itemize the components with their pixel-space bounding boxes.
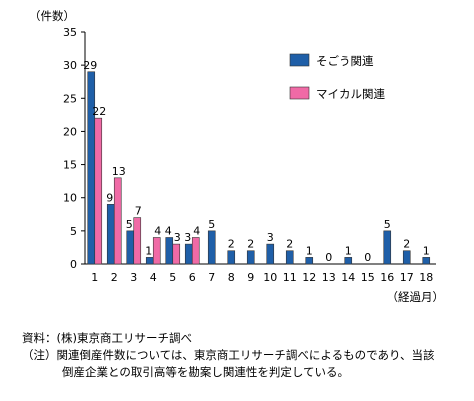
data-label-sogo: 4 (165, 224, 172, 237)
bar-sogo (266, 243, 275, 265)
data-label-sogo: 5 (126, 218, 133, 231)
data-label-sogo: 5 (384, 218, 391, 231)
data-label-sogo: 3 (184, 231, 191, 244)
x-tick-label: 4 (150, 271, 157, 284)
data-label-sogo: 29 (83, 59, 97, 72)
data-label-sogo: 5 (208, 218, 215, 231)
x-tick-label: 14 (341, 271, 355, 284)
bar-sogo (402, 250, 411, 265)
note-line-2: 倒産企業との取引高等を勘案し関連性を判定している。 (62, 365, 350, 379)
bar-sogo (305, 257, 314, 265)
bar-sogo (126, 230, 135, 265)
y-tick-label: 35 (63, 26, 77, 39)
data-label-mycal: 4 (193, 224, 200, 237)
data-label-mycal: 4 (154, 224, 161, 237)
data-label-sogo: 2 (247, 238, 254, 251)
bar-sogo (165, 237, 174, 265)
bar-sogo (207, 230, 216, 265)
data-label-sogo: 3 (267, 231, 274, 244)
bar-sogo (184, 243, 193, 265)
bar-mycal (94, 117, 103, 265)
bar-sogo (227, 250, 236, 265)
x-tick-label: 3 (130, 271, 137, 284)
bar-mycal (113, 177, 122, 265)
data-label-sogo: 1 (345, 244, 352, 257)
data-label-mycal: 7 (135, 205, 142, 218)
y-tick-label: 10 (63, 192, 77, 205)
data-label-sogo: 9 (106, 191, 113, 204)
data-label-sogo: 0 (364, 251, 371, 264)
bar-sogo (285, 250, 294, 265)
y-tick-label: 15 (63, 159, 77, 172)
bar-mycal (152, 237, 161, 265)
data-label-mycal: 22 (92, 105, 106, 118)
x-tick-label: 5 (169, 271, 176, 284)
x-tick-label: 10 (263, 271, 277, 284)
data-label-sogo: 1 (306, 244, 313, 257)
data-label-sogo: 2 (228, 238, 235, 251)
data-label-sogo: 0 (325, 251, 332, 264)
y-tick-label: 20 (63, 125, 77, 138)
notes-block: 資料：(株)東京商工リサーチ調べ （注）関連倒産件数については、東京商工リサーチ… (22, 330, 435, 381)
x-tick-label: 17 (400, 271, 414, 284)
bar-mycal (172, 243, 181, 265)
y-tick-label: 30 (63, 59, 77, 72)
x-tick-label: 1 (91, 271, 98, 284)
note-line-1: （注）関連倒産件数については、東京商工リサーチ調べによるものであり、当該 (22, 348, 435, 362)
bar-sogo (422, 257, 431, 265)
x-tick-label: 18 (419, 271, 433, 284)
data-label-sogo: 1 (423, 244, 430, 257)
bar-mycal (133, 217, 142, 265)
x-tick-label: 11 (283, 271, 297, 284)
data-label-sogo: 1 (145, 244, 152, 257)
x-tick-label: 8 (228, 271, 235, 284)
y-axis-label: （件数） (29, 9, 75, 23)
bar-sogo (145, 257, 154, 265)
x-tick-label: 7 (208, 271, 215, 284)
x-tick-label: 9 (247, 271, 254, 284)
bar-sogo (106, 204, 115, 265)
source-note: 資料：(株)東京商工リサーチ調べ (22, 331, 192, 345)
y-tick-label: 0 (70, 258, 77, 271)
bar-sogo (344, 257, 353, 265)
legend-swatch (289, 86, 310, 100)
bar-sogo (87, 71, 96, 265)
x-tick-label: 12 (302, 271, 316, 284)
data-label-sogo: 2 (403, 238, 410, 251)
legend-label: そごう関連 (316, 54, 374, 68)
y-tick-label: 5 (70, 225, 77, 238)
x-tick-label: 13 (322, 271, 336, 284)
legend-swatch (289, 53, 310, 67)
bar-sogo (246, 250, 255, 265)
bar-sogo (383, 230, 392, 265)
x-tick-label: 2 (111, 271, 118, 284)
data-label-mycal: 3 (174, 231, 181, 244)
data-label-sogo: 2 (286, 238, 293, 251)
bar-mycal (191, 237, 200, 265)
y-tick-label: 25 (63, 92, 77, 105)
data-label-mycal: 13 (112, 165, 126, 178)
x-tick-label: 16 (380, 271, 394, 284)
x-axis-label: （経過月） (387, 290, 445, 304)
x-tick-label: 6 (189, 271, 196, 284)
legend-label: マイカル関連 (316, 87, 385, 101)
x-tick-label: 15 (361, 271, 375, 284)
